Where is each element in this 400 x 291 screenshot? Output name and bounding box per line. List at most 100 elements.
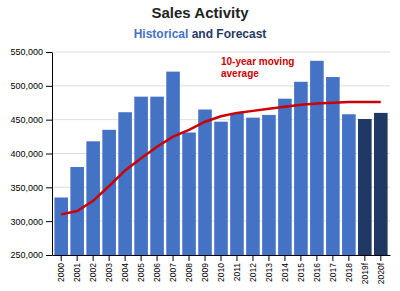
y-tick: 350,000 — [10, 183, 52, 193]
y-axis: 250,000 300,000 350,000 400,000 450,000 500,0… — [10, 47, 52, 260]
x-tick-mark — [141, 255, 142, 261]
moving-average-line — [61, 102, 381, 214]
x-tick-mark — [173, 255, 174, 261]
x-tick: 2011 — [232, 255, 242, 281]
x-tick: 2013 — [264, 255, 274, 282]
y-tick-label: 400,000 — [10, 149, 43, 159]
x-tick-label: 2016 — [312, 263, 322, 282]
x-tick-mark — [300, 255, 301, 261]
x-tick-mark — [284, 255, 285, 261]
x-tick: 2020f — [376, 255, 386, 284]
grid-line — [52, 52, 390, 53]
x-tick-label: 2014 — [280, 263, 290, 282]
x-tick-label: 2018 — [344, 263, 354, 282]
subtitle: Historical and Forecast — [134, 27, 267, 41]
x-tick-label: 2003 — [104, 263, 114, 282]
x-tick-label: 2002 — [88, 263, 98, 282]
x-tick-label: 2007 — [168, 263, 178, 282]
x-tick-mark — [93, 255, 94, 261]
y-tick-label: 550,000 — [10, 47, 43, 57]
x-tick-label: 2019f — [360, 262, 370, 284]
x-axis: 2000 2001 2002 2003 2004 2005 2006 2007 2008 2009… — [53, 255, 391, 284]
bar — [86, 141, 100, 255]
x-tick-label: 2001 — [72, 263, 82, 282]
x-tick-mark — [316, 255, 317, 261]
bar — [166, 72, 180, 255]
x-tick-mark — [221, 255, 222, 261]
y-tick-label: 350,000 — [10, 183, 43, 193]
x-tick-label: 2008 — [184, 263, 194, 282]
y-tick-mark — [46, 86, 52, 87]
bar — [262, 115, 276, 255]
y-tick-mark — [46, 221, 52, 222]
y-tick: 400,000 — [10, 149, 52, 159]
x-tick-mark — [109, 255, 110, 261]
x-tick-label: 2020f — [376, 262, 386, 284]
grid — [52, 52, 390, 255]
x-tick-mark — [348, 255, 349, 261]
y-tick: 300,000 — [10, 217, 52, 227]
bar — [182, 133, 196, 255]
annotation-line: 10-year moving — [221, 56, 294, 67]
annotation: 10-year movingaverage — [221, 56, 294, 79]
y-tick: 450,000 — [10, 115, 52, 125]
bar — [102, 130, 116, 255]
x-tick: 2001 — [72, 255, 82, 282]
bar — [246, 118, 260, 255]
y-tick-label: 300,000 — [10, 217, 43, 227]
x-tick-mark — [252, 255, 253, 261]
y-tick: 550,000 — [10, 47, 52, 57]
x-tick: 2005 — [136, 255, 146, 282]
y-tick: 250,000 — [10, 250, 52, 260]
x-tick-label: 2000 — [56, 263, 66, 282]
subtitle-part: and Forecast — [188, 27, 266, 41]
x-tick-label: 2006 — [152, 263, 162, 282]
x-tick: 2000 — [56, 255, 66, 282]
bar — [294, 82, 308, 255]
y-tick-mark — [46, 154, 52, 155]
x-tick-mark — [205, 255, 206, 261]
x-tick-mark — [332, 255, 333, 261]
x-tick: 2006 — [152, 255, 162, 282]
subtitle-part: Historical — [134, 27, 189, 41]
x-tick-label: 2004 — [120, 263, 130, 282]
x-tick: 2009 — [200, 255, 210, 282]
marks — [54, 61, 387, 255]
x-tick: 2012 — [248, 255, 258, 282]
y-tick-mark — [46, 52, 52, 53]
x-tick: 2002 — [88, 255, 98, 282]
bar — [358, 119, 372, 255]
x-tick: 2019f — [360, 255, 370, 284]
x-tick: 2014 — [280, 255, 290, 282]
bars — [54, 61, 387, 255]
annotation-line: average — [221, 68, 259, 79]
bar — [374, 113, 388, 255]
y-tick-label: 250,000 — [10, 250, 43, 260]
x-tick-mark — [236, 255, 237, 261]
x-tick-label: 2015 — [296, 263, 306, 282]
x-tick: 2003 — [104, 255, 114, 282]
y-tick-label: 450,000 — [10, 115, 43, 125]
bar — [230, 113, 244, 255]
bar — [134, 97, 148, 255]
y-tick: 500,000 — [10, 81, 52, 91]
x-tick-mark — [268, 255, 269, 261]
x-tick-label: 2009 — [200, 263, 210, 282]
x-tick: 2017 — [328, 255, 338, 282]
x-tick-mark — [364, 255, 365, 261]
x-tick: 2016 — [312, 255, 322, 282]
x-tick: 2018 — [344, 255, 354, 282]
x-tick-mark — [189, 255, 190, 261]
y-tick-mark — [46, 120, 52, 121]
bar — [278, 99, 292, 255]
x-tick: 2008 — [184, 255, 194, 282]
x-tick-label: 2013 — [264, 263, 274, 282]
x-tick-label: 2005 — [136, 263, 146, 282]
bar — [54, 197, 68, 255]
plot: 250,000 300,000 350,000 400,000 450,000 500,0… — [10, 47, 390, 284]
bar — [198, 110, 212, 255]
y-tick-mark — [46, 187, 52, 188]
x-tick-mark — [77, 255, 78, 261]
x-tick-mark — [61, 255, 62, 261]
y-tick-mark — [46, 255, 52, 256]
